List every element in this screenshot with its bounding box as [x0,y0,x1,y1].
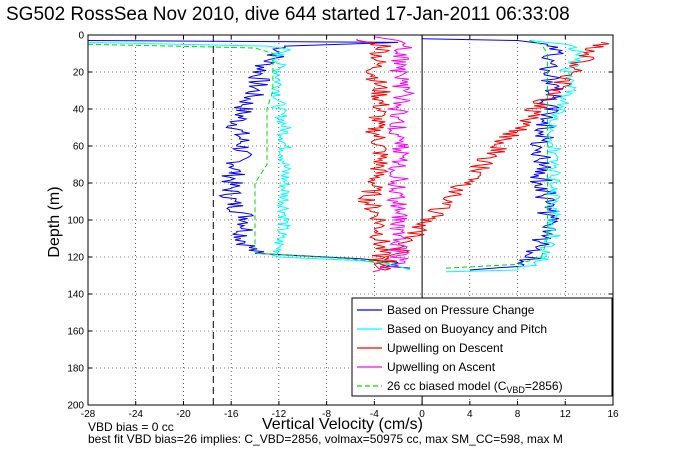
x-tick-label: -8 [322,409,331,420]
y-tick-label: 60 [73,142,85,153]
series-line-1-descent [87,41,411,271]
legend-label: Upwelling on Ascent [387,360,496,374]
footer-line-2: best fit VBD bias=26 implies: C_VBD=2856… [88,432,563,446]
x-tick-label: 4 [467,409,473,420]
footer-line-1: VBD bias = 0 cc [88,420,174,434]
series-line-4-descent [87,43,399,265]
legend-label: Based on Pressure Change [387,303,535,317]
x-tick-label: -16 [224,409,239,420]
y-tick-label: 160 [67,327,84,338]
y-tick-label: 40 [73,105,85,116]
x-axis-ticks: -28 -24 -20 -16 -12 -8 -4 0 4 8 12 16 [81,35,619,420]
y-tick-label: 20 [73,68,85,79]
y-tick-label: 200 [67,401,84,412]
series-line-2-descent [356,38,610,271]
y-axis-label: Depth (m) [46,186,63,258]
legend-label: Upwelling on Descent [387,341,504,355]
y-tick-label: 100 [67,216,84,227]
x-tick-label: -24 [129,409,144,420]
x-tick-label: -12 [272,409,287,420]
series-line-3-ascent [372,36,416,273]
x-tick-label: -4 [370,409,379,420]
legend: Based on Pressure Change Based on Buoyanc… [351,297,613,397]
series-group [87,36,610,273]
x-tick-label: 12 [560,409,572,420]
x-tick-label: 16 [607,409,619,420]
y-tick-label: 180 [67,364,84,375]
x-tick-label: -28 [81,409,96,420]
series-line-0-descent [87,40,411,269]
chart-title: SG502 RossSea Nov 2010, dive 644 started… [6,4,570,25]
series-line-4-ascent [445,40,548,269]
legend-label: Based on Buoyancy and Pitch [387,322,547,336]
y-tick-label: 120 [67,253,84,264]
legend-box [351,297,613,397]
x-tick-label: -20 [176,409,191,420]
y-axis-ticks: 0 20 40 60 80 100 120 140 160 180 200 [67,31,613,412]
x-tick-label: 0 [419,409,425,420]
x-axis-label: Vertical Velocity (cm/s) [262,416,423,433]
x-tick-label: 8 [515,409,521,420]
legend-label: 26 cc biased model (CVBD=2856) [387,379,563,395]
y-tick-label: 80 [73,179,85,190]
y-tick-label: 0 [78,31,84,42]
y-tick-label: 140 [67,290,84,301]
